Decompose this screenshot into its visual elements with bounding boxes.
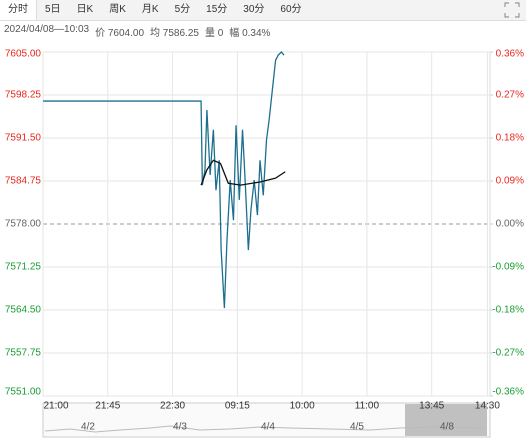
navigator-label: 4/8 — [440, 422, 454, 433]
tab[interactable]: 周K — [109, 4, 126, 15]
x-tick-label: 10:00 — [290, 401, 315, 412]
y2-tick-label: 0.36% — [496, 49, 524, 60]
y2-tick-label: -0.09% — [492, 262, 524, 273]
navigator-label: 4/5 — [350, 422, 364, 433]
x-tick-label: 14:30 — [475, 401, 500, 412]
info-item: 幅 0.34% — [229, 28, 271, 39]
tab[interactable]: 月K — [141, 4, 159, 15]
x-tick-label: 21:00 — [43, 401, 68, 412]
tab[interactable]: 日K — [76, 4, 94, 15]
tab[interactable]: 5日 — [45, 4, 61, 15]
y-tick-label: 7557.75 — [5, 348, 42, 359]
y-tick-label: 7584.75 — [5, 176, 42, 187]
x-tick-label: 13:45 — [419, 401, 444, 412]
y-tick-label: 7578.00 — [5, 219, 42, 230]
info-item: 价 7604.00 — [95, 28, 145, 39]
info-item: 均 7586.25 — [150, 28, 199, 39]
y2-tick-label: -0.18% — [492, 305, 524, 316]
info-item: 2024/04/08—10:03 — [4, 24, 90, 35]
navigator-label: 4/3 — [173, 422, 187, 433]
navigator-label: 4/2 — [81, 422, 95, 433]
navigator-line — [44, 425, 486, 433]
y2-tick-label: -0.36% — [492, 387, 524, 398]
y2-tick-label: 0.27% — [496, 90, 524, 101]
y-tick-label: 7591.50 — [5, 133, 42, 144]
info-item: 量 0 — [204, 28, 224, 39]
y-tick-label: 7598.25 — [5, 90, 42, 101]
tab[interactable]: 30分 — [243, 4, 265, 15]
tab[interactable]: 分时 — [0, 0, 37, 20]
navigator-window[interactable] — [405, 404, 487, 436]
x-tick-label: 22:30 — [160, 401, 185, 412]
price-line — [43, 51, 285, 309]
navigator-label: 4/4 — [261, 422, 275, 433]
tab[interactable]: 5分 — [174, 4, 191, 15]
expand-icon[interactable] — [504, 2, 520, 18]
tab[interactable]: 60分 — [280, 4, 302, 15]
tab[interactable]: 15分 — [206, 4, 228, 15]
tab-bar: 分时 5日 日K 周K 月K 5分 15分 30分 60分 — [0, 0, 526, 21]
x-tick-label: 11:00 — [355, 401, 380, 412]
y-tick-label: 7564.50 — [5, 305, 42, 316]
y2-tick-label: 0.18% — [496, 133, 524, 144]
y2-tick-label: -0.27% — [492, 348, 524, 359]
y-tick-label: 7571.25 — [5, 262, 42, 273]
y2-tick-label: 0.09% — [496, 176, 524, 187]
x-tick-label: 09:15 — [225, 401, 250, 412]
info-bar: 2024/04/08—10:03 价 7604.00 均 7586.25 量 0 幅 0… — [4, 24, 270, 39]
y2-tick-label: 0.00% — [496, 219, 524, 230]
price-line — [200, 159, 286, 186]
y-tick-label: 7605.00 — [5, 49, 42, 60]
x-tick-label: 21:45 — [95, 401, 120, 412]
y-tick-label: 7551.00 — [5, 387, 42, 398]
